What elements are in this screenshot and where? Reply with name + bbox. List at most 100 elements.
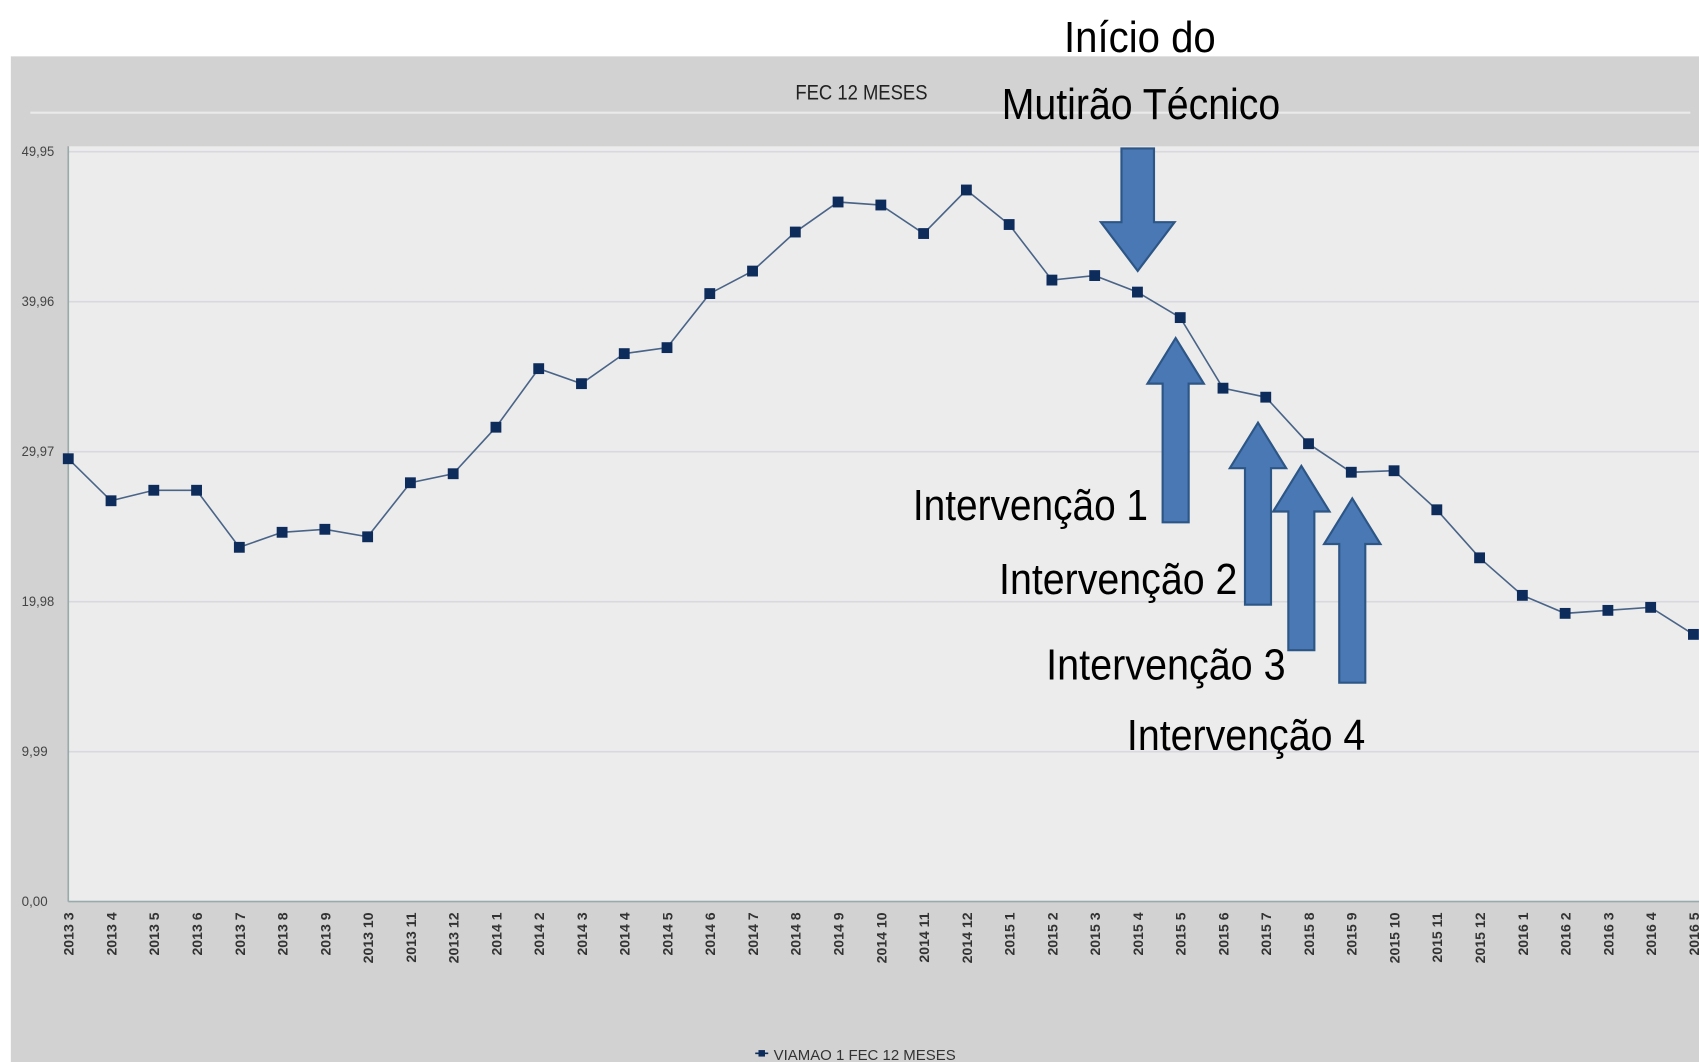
x-tick-label: 2015 2 xyxy=(1044,912,1060,955)
x-tick-label: 2014 6 xyxy=(702,912,718,955)
data-point xyxy=(747,265,758,277)
y-tick-label: 19,98 xyxy=(22,593,55,609)
data-point xyxy=(832,196,844,208)
data-point xyxy=(1559,607,1571,619)
data-point xyxy=(1303,438,1314,450)
plot-area xyxy=(68,146,1699,902)
data-point xyxy=(789,226,801,238)
arrow xyxy=(1145,336,1206,524)
x-tick-label: 2014 1 xyxy=(488,912,504,955)
data-point xyxy=(276,526,288,538)
data-point xyxy=(148,484,160,496)
x-tick-label: 2014 9 xyxy=(830,912,846,955)
annotation: Início do xyxy=(1064,14,1216,62)
x-tick-label: 2015 10 xyxy=(1386,912,1402,963)
x-tick-label: 2015 9 xyxy=(1344,912,1360,955)
x-tick-label: 2015 3 xyxy=(1087,912,1103,955)
data-point xyxy=(1431,504,1443,516)
x-tick-label: 2015 12 xyxy=(1472,912,1488,963)
data-point xyxy=(1089,270,1101,281)
x-tick-label: 2013 11 xyxy=(403,912,419,962)
y-tick-label: 29,97 xyxy=(22,443,55,459)
data-point xyxy=(233,541,245,553)
arrow xyxy=(1322,496,1383,684)
x-tick-label: 2016 3 xyxy=(1600,912,1616,955)
data-point xyxy=(1645,601,1657,613)
x-tick-label: 2014 12 xyxy=(959,912,975,963)
annotation: Intervenção 1 xyxy=(913,482,1148,530)
legend-marker xyxy=(758,1050,765,1057)
data-point xyxy=(1388,465,1400,477)
arrow xyxy=(1098,147,1177,273)
x-tick-label: 2013 8 xyxy=(275,912,291,955)
data-point xyxy=(319,523,331,535)
data-point xyxy=(105,495,117,507)
y-tick-label: 9,99 xyxy=(22,743,48,759)
x-tick-label: 2015 8 xyxy=(1301,912,1317,955)
x-tick-label: 2013 10 xyxy=(360,912,376,963)
x-tick-label: 2013 4 xyxy=(103,912,119,955)
x-tick-label: 2014 11 xyxy=(916,912,932,962)
x-tick-label: 2015 11 xyxy=(1429,912,1445,962)
x-tick-label: 2015 4 xyxy=(1130,912,1146,955)
data-point xyxy=(62,453,74,465)
data-point xyxy=(1046,274,1058,286)
data-point xyxy=(1602,604,1614,616)
x-tick-label: 2013 7 xyxy=(232,912,248,955)
x-tick-label: 2014 7 xyxy=(745,912,761,955)
x-tick-label: 2014 3 xyxy=(574,912,590,955)
data-point xyxy=(618,348,630,360)
data-point xyxy=(1345,466,1357,478)
x-tick-label: 2013 6 xyxy=(189,912,205,955)
x-tick-label: 2014 5 xyxy=(659,912,675,955)
data-point xyxy=(918,228,930,239)
data-point xyxy=(1516,589,1528,601)
y-tick-label: 0,00 xyxy=(22,893,48,909)
x-tick-label: 2015 1 xyxy=(1002,912,1018,955)
legend-label: VIAMAO 1 FEC 12 MESES xyxy=(774,1047,956,1062)
data-point xyxy=(533,363,545,375)
x-tick-label: 2014 8 xyxy=(788,912,804,955)
data-point xyxy=(875,199,887,211)
x-tick-label: 2016 5 xyxy=(1686,912,1699,955)
x-tick-label: 2016 2 xyxy=(1558,912,1574,955)
data-point xyxy=(490,421,502,433)
data-point xyxy=(960,184,972,196)
data-point xyxy=(1217,382,1229,394)
data-point xyxy=(447,468,459,480)
data-point xyxy=(1003,219,1015,230)
data-point xyxy=(576,378,587,390)
chart-title: FEC 12 MESES xyxy=(795,80,927,105)
x-tick-label: 2013 9 xyxy=(317,912,333,955)
annotation: Mutirão Técnico xyxy=(1002,81,1280,129)
data-point xyxy=(1260,391,1272,403)
x-tick-label: 2013 12 xyxy=(446,912,462,963)
arrow xyxy=(1271,463,1332,652)
data-point xyxy=(362,531,374,543)
x-tick-label: 2016 1 xyxy=(1515,912,1531,955)
x-tick-label: 2015 7 xyxy=(1258,912,1274,955)
data-point xyxy=(1132,286,1143,298)
x-tick-label: 2015 5 xyxy=(1173,912,1189,955)
data-point xyxy=(1688,628,1699,640)
data-point xyxy=(1474,552,1486,564)
data-point xyxy=(661,342,673,354)
data-point xyxy=(404,477,416,489)
arrow xyxy=(1227,420,1289,606)
annotation: Intervenção 2 xyxy=(999,556,1237,604)
data-point xyxy=(1174,312,1186,324)
annotation: Intervenção 3 xyxy=(1046,641,1285,689)
x-tick-label: 2014 4 xyxy=(617,912,633,955)
x-tick-label: 2015 6 xyxy=(1215,912,1231,955)
x-tick-label: 2014 2 xyxy=(531,912,547,955)
y-tick-label: 49,95 xyxy=(22,143,55,159)
x-tick-label: 2016 4 xyxy=(1643,912,1659,955)
x-tick-label: 2013 3 xyxy=(61,912,77,955)
x-tick-label: 2013 5 xyxy=(146,912,162,955)
data-point xyxy=(191,484,202,496)
annotation: Intervenção 4 xyxy=(1127,712,1365,760)
data-point xyxy=(704,288,716,300)
y-tick-label: 39,96 xyxy=(22,293,55,309)
x-tick-label: 2014 10 xyxy=(873,912,889,963)
